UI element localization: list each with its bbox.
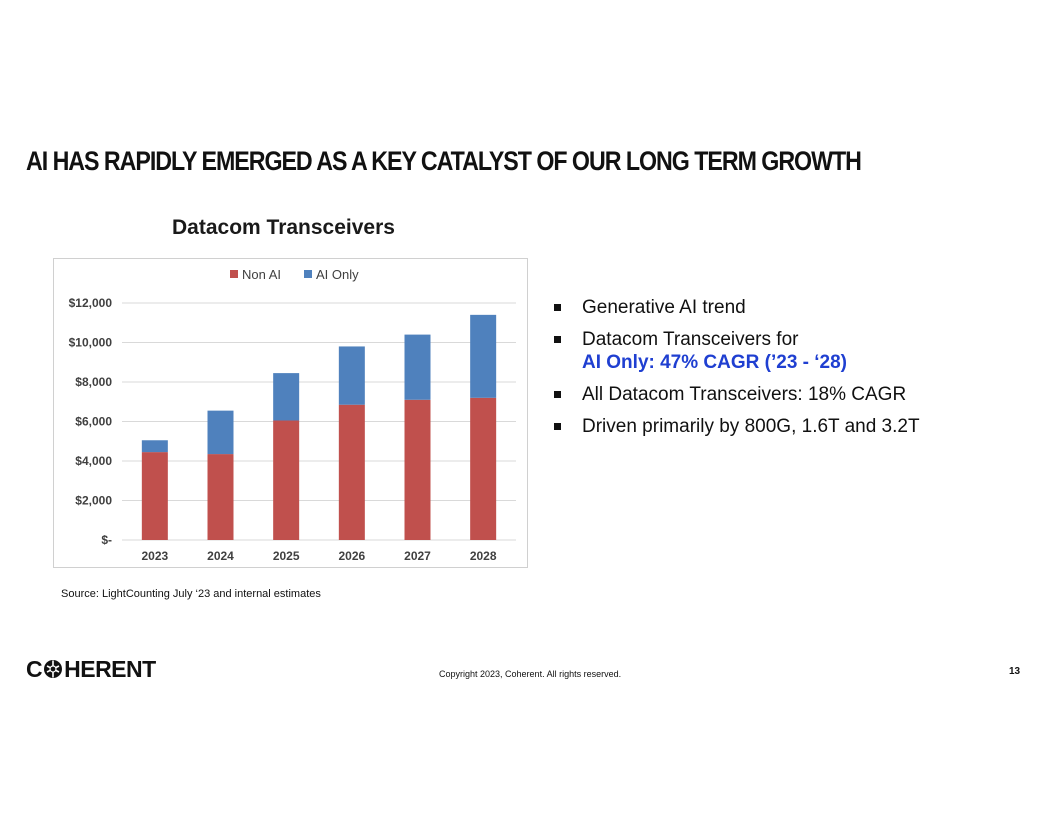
chart-svg: $- $2,000 $4,000 $6,000 $8,000 $10,000 $12,000… bbox=[69, 267, 516, 563]
legend-swatch bbox=[304, 270, 312, 278]
bar-ai-only bbox=[338, 346, 365, 405]
x-tick-label: 2028 bbox=[470, 549, 497, 563]
bar-ai-only bbox=[207, 410, 234, 455]
stacked-bar-chart: $- $2,000 $4,000 $6,000 $8,000 $10,000 $12,000… bbox=[53, 258, 528, 568]
y-tick-label: $8,000 bbox=[75, 375, 112, 389]
page-number: 13 bbox=[1009, 666, 1021, 677]
logo-suffix: HERENT bbox=[64, 655, 156, 682]
bullet-text: Datacom Transceivers for bbox=[582, 329, 799, 350]
legend-swatch bbox=[230, 270, 238, 278]
bullet-square-icon bbox=[554, 336, 561, 343]
bar-ai-only bbox=[470, 314, 497, 398]
bar-non-ai bbox=[273, 420, 300, 540]
y-tick-label: $12,000 bbox=[69, 296, 113, 310]
bullet-square-icon bbox=[554, 304, 561, 311]
bar-non-ai bbox=[207, 454, 234, 540]
coherent-logo: C HERENT bbox=[26, 656, 156, 682]
bar-non-ai bbox=[404, 399, 431, 540]
x-tick-label: 2027 bbox=[404, 549, 431, 563]
bar-non-ai bbox=[470, 397, 497, 540]
copyright-notice: Copyright 2023, Coherent. All rights res… bbox=[439, 669, 622, 679]
logo-prefix: C bbox=[26, 655, 43, 682]
slide-headline: AI HAS RAPIDLY EMERGED AS A KEY CATALYST… bbox=[26, 146, 862, 176]
source-note: Source: LightCounting July ‘23 and inter… bbox=[61, 588, 321, 600]
legend-label: Non AI bbox=[242, 267, 281, 282]
bullet-text: All Datacom Transceivers: 18% CAGR bbox=[582, 384, 907, 405]
coherent-globe-icon bbox=[44, 660, 63, 678]
bullet-text: Generative AI trend bbox=[582, 297, 746, 318]
bullet-item: All Datacom Transceivers: 18% CAGR bbox=[552, 383, 1032, 406]
y-tick-label: $2,000 bbox=[75, 494, 112, 508]
bar-ai-only bbox=[404, 334, 431, 400]
bullet-square-icon bbox=[554, 391, 561, 398]
bullet-item: Datacom Transceivers for AI Only: 47% CA… bbox=[552, 328, 1032, 374]
bar-non-ai bbox=[141, 452, 168, 540]
bullet-text: Driven primarily by 800G, 1.6T and 3.2T bbox=[582, 416, 920, 437]
x-tick-label: 2025 bbox=[273, 549, 300, 563]
y-tick-label: $6,000 bbox=[75, 415, 112, 429]
bullet-list: Generative AI trend Datacom Transceivers… bbox=[552, 296, 1032, 447]
x-tick-label: 2023 bbox=[141, 549, 168, 563]
bar-non-ai bbox=[338, 404, 365, 540]
legend-label: AI Only bbox=[316, 267, 359, 282]
bullet-item: Generative AI trend bbox=[552, 296, 1032, 319]
y-tick-label: $4,000 bbox=[75, 454, 112, 468]
x-tick-label: 2026 bbox=[338, 549, 365, 563]
bullet-item: Driven primarily by 800G, 1.6T and 3.2T bbox=[552, 415, 1032, 438]
chart-title: Datacom Transceivers bbox=[172, 216, 395, 239]
bar-ai-only bbox=[273, 373, 300, 421]
bullet-square-icon bbox=[554, 423, 561, 430]
y-tick-label: $- bbox=[101, 533, 112, 547]
x-tick-label: 2024 bbox=[207, 549, 234, 563]
bar-ai-only bbox=[141, 440, 168, 453]
y-tick-label: $10,000 bbox=[69, 336, 113, 350]
bullet-highlight-cagr: AI Only: 47% CAGR (’23 - ‘28) bbox=[582, 352, 848, 373]
